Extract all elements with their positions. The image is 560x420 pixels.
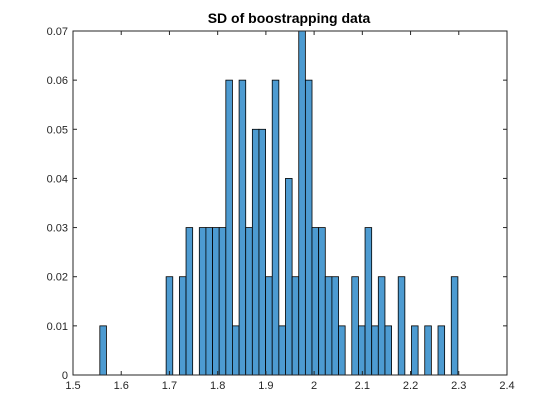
- x-tick-label: 2.3: [451, 380, 466, 392]
- y-tick-label: 0.04: [47, 173, 68, 185]
- x-tick-label: 2: [311, 380, 317, 392]
- x-axis: 1.5 1.6 1.7 1.8 1.9 2 2.1 2.2 2.3 2.4: [65, 31, 515, 392]
- histogram-bar-13: [185, 227, 194, 376]
- x-tick-label: 2.4: [499, 380, 514, 392]
- histogram-bar-47: [411, 325, 419, 376]
- y-axis: 0 0.01 0.02 0.03 0.04 0.05 0.06 0.07: [47, 26, 507, 382]
- bars-group: [99, 30, 459, 376]
- x-tick-label: 1.9: [258, 380, 273, 392]
- histogram-bar-16: [205, 227, 213, 376]
- histogram-bar-21: [238, 79, 247, 376]
- x-tick-label: 1.5: [65, 380, 80, 392]
- histogram-bar-42: [377, 276, 386, 376]
- histogram-bar-41: [371, 325, 379, 376]
- x-tick-label: 2.2: [403, 380, 418, 392]
- histogram-bar-17: [212, 227, 220, 376]
- histogram-bar-38: [351, 276, 359, 376]
- plot-area-frame: [72, 30, 508, 376]
- y-tick-label: 0.07: [47, 26, 68, 38]
- y-tick-label: 0.05: [47, 124, 68, 136]
- histogram-bar-51: [437, 325, 446, 376]
- histogram-bar-31: [304, 79, 313, 376]
- histogram-bar-20: [232, 325, 240, 376]
- histogram-bar-18: [218, 227, 227, 376]
- histogram-bar-49: [424, 325, 432, 376]
- histogram-bar-33: [318, 227, 326, 376]
- histogram-bar-35: [331, 276, 339, 376]
- x-tick-label: 1.8: [210, 380, 225, 392]
- histogram-bar-43: [384, 325, 392, 376]
- histogram-bar-39: [358, 325, 366, 376]
- histogram-bar-19: [225, 79, 233, 376]
- x-tick-label: 1.6: [114, 380, 129, 392]
- x-tick-label: 1.7: [162, 380, 177, 392]
- histogram-bar-25: [265, 276, 273, 376]
- histogram-bar-53: [450, 276, 459, 376]
- chart-title: SD of boostrapping data: [208, 10, 371, 26]
- histogram-bar-24: [258, 128, 266, 376]
- histogram-bar-28: [285, 178, 293, 376]
- histogram-bar-22: [245, 227, 253, 376]
- x-tick-label: 2.1: [355, 380, 370, 392]
- histogram-bar-40: [364, 227, 373, 376]
- y-tick-label: 0: [62, 370, 68, 382]
- histogram-bar-32: [311, 227, 320, 376]
- histogram-bar-36: [338, 325, 346, 376]
- histogram-bar-12: [178, 276, 187, 376]
- histogram-bar-34: [324, 276, 333, 376]
- histogram-bar-26: [271, 79, 280, 376]
- y-tick-label: 0.01: [47, 321, 68, 333]
- histogram-bar-27: [278, 325, 286, 376]
- y-tick-label: 0.06: [47, 75, 68, 87]
- y-tick-label: 0.02: [47, 272, 68, 284]
- y-tick-label: 0.03: [47, 223, 68, 235]
- histogram-bar-29: [291, 276, 300, 376]
- histogram-bar-15: [198, 227, 207, 376]
- histogram-bar-23: [251, 128, 260, 376]
- histogram-bar-30: [298, 30, 306, 376]
- histogram-bar-45: [397, 276, 406, 376]
- histogram-bar-10: [165, 276, 174, 376]
- histogram-bar-0: [99, 325, 107, 376]
